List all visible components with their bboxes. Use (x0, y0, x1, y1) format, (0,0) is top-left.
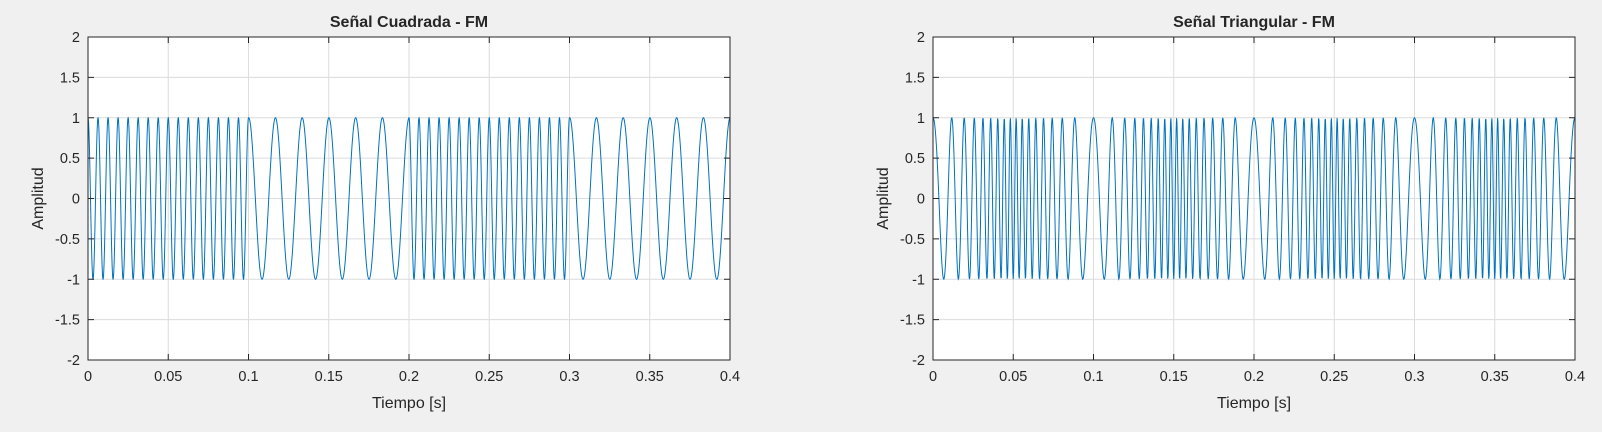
x-tick-label: 0.35 (1481, 369, 1509, 385)
y-tick-label: -0.5 (900, 232, 925, 248)
series-line (87, 116, 731, 281)
x-tick-label: 0 (84, 369, 92, 385)
x-tick-label: 0.2 (399, 369, 419, 385)
x-tick-label: 0.4 (720, 369, 740, 385)
x-axis-label: Tiempo [s] (372, 395, 446, 412)
y-tick-label: 0.5 (905, 151, 925, 167)
y-tick-label: 1.5 (60, 70, 80, 86)
series-line (932, 116, 1576, 281)
y-axis-label: Amplitud (875, 167, 892, 229)
y-tick-label: -2 (912, 353, 925, 369)
y-tick-label: 1 (917, 111, 925, 127)
x-tick-label: 0.1 (1083, 369, 1103, 385)
axes-square-fm: 0 0.05 0.1 0.15 0.2 0.25 0.3 0.35 0.4 -2 -1.5 -1 -0.… (30, 14, 740, 412)
y-tick-label: 1.5 (905, 70, 925, 86)
chart-title: Señal Cuadrada - FM (330, 14, 488, 31)
y-tick-label: 0.5 (60, 151, 80, 167)
x-tick-label: 0.3 (1404, 369, 1424, 385)
y-tick-label: -1 (912, 272, 925, 288)
y-tick-label: 0 (72, 192, 80, 208)
y-tick-label: -1.5 (900, 313, 925, 329)
chart-title: Señal Triangular - FM (1173, 14, 1335, 31)
x-tick-label: 0.1 (238, 369, 258, 385)
y-tick-label: -2 (67, 353, 80, 369)
y-tick-label: -1.5 (55, 313, 80, 329)
x-tick-label: 0.2 (1244, 369, 1264, 385)
x-tick-label: 0.15 (315, 369, 343, 385)
y-tick-label: 0 (917, 192, 925, 208)
y-tick-label: -1 (67, 272, 80, 288)
y-tick-label: 1 (72, 111, 80, 127)
ticks: 0 0.05 0.1 0.15 0.2 0.25 0.3 0.35 0.4 -2 -1.5 -1 -0.… (55, 30, 740, 385)
x-tick-label: 0.25 (475, 369, 503, 385)
x-tick-label: 0.25 (1320, 369, 1348, 385)
axes-triangular-fm: 0 0.05 0.1 0.15 0.2 0.25 0.3 0.35 0.4 -2 -1.5 -1 -0.… (875, 14, 1585, 412)
y-axis-label: Amplitud (30, 167, 47, 229)
ticks: 0 0.05 0.1 0.15 0.2 0.25 0.3 0.35 0.4 -2 -1.5 -1 -0.… (900, 30, 1585, 385)
x-tick-label: 0.35 (636, 369, 664, 385)
x-tick-label: 0.05 (999, 369, 1027, 385)
x-axis-label: Tiempo [s] (1217, 395, 1291, 412)
x-tick-label: 0.3 (559, 369, 579, 385)
x-tick-label: 0.05 (154, 369, 182, 385)
x-tick-label: 0.15 (1160, 369, 1188, 385)
y-tick-label: 2 (917, 30, 925, 46)
x-tick-label: 0 (929, 369, 937, 385)
y-tick-label: -0.5 (55, 232, 80, 248)
y-tick-label: 2 (72, 30, 80, 46)
x-tick-label: 0.4 (1565, 369, 1585, 385)
